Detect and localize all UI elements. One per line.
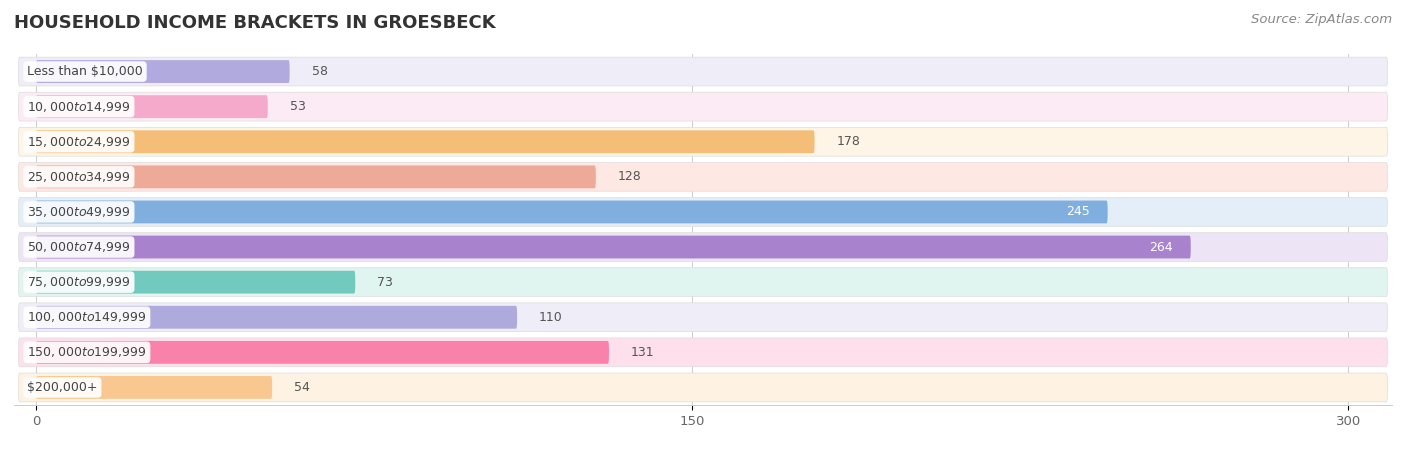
FancyBboxPatch shape (37, 95, 267, 118)
FancyBboxPatch shape (37, 306, 517, 328)
FancyBboxPatch shape (37, 376, 273, 399)
Text: 110: 110 (538, 311, 562, 324)
Text: $10,000 to $14,999: $10,000 to $14,999 (27, 99, 131, 114)
Text: $25,000 to $34,999: $25,000 to $34,999 (27, 170, 131, 184)
FancyBboxPatch shape (18, 338, 1388, 367)
FancyBboxPatch shape (18, 57, 1388, 86)
FancyBboxPatch shape (18, 162, 1388, 191)
FancyBboxPatch shape (37, 236, 1191, 258)
FancyBboxPatch shape (37, 60, 290, 83)
FancyBboxPatch shape (37, 341, 609, 364)
Text: 178: 178 (837, 135, 860, 148)
Text: $100,000 to $149,999: $100,000 to $149,999 (27, 310, 146, 324)
Text: $35,000 to $49,999: $35,000 to $49,999 (27, 205, 131, 219)
FancyBboxPatch shape (37, 201, 1108, 223)
Text: HOUSEHOLD INCOME BRACKETS IN GROESBECK: HOUSEHOLD INCOME BRACKETS IN GROESBECK (14, 14, 496, 32)
FancyBboxPatch shape (18, 92, 1388, 121)
Text: $75,000 to $99,999: $75,000 to $99,999 (27, 275, 131, 289)
Text: 245: 245 (1066, 206, 1090, 218)
FancyBboxPatch shape (37, 166, 596, 188)
FancyBboxPatch shape (18, 373, 1388, 402)
FancyBboxPatch shape (18, 127, 1388, 156)
FancyBboxPatch shape (37, 130, 814, 153)
Text: $200,000+: $200,000+ (27, 381, 97, 394)
FancyBboxPatch shape (18, 198, 1388, 226)
Text: 264: 264 (1150, 241, 1173, 253)
Text: Less than $10,000: Less than $10,000 (27, 65, 143, 78)
Text: 131: 131 (631, 346, 654, 359)
Text: $15,000 to $24,999: $15,000 to $24,999 (27, 135, 131, 149)
Text: 53: 53 (290, 100, 305, 113)
Text: $150,000 to $199,999: $150,000 to $199,999 (27, 345, 146, 360)
Text: 73: 73 (377, 276, 394, 288)
Text: 54: 54 (294, 381, 309, 394)
FancyBboxPatch shape (18, 268, 1388, 297)
FancyBboxPatch shape (18, 233, 1388, 261)
Text: $50,000 to $74,999: $50,000 to $74,999 (27, 240, 131, 254)
Text: 128: 128 (617, 171, 641, 183)
FancyBboxPatch shape (37, 271, 356, 293)
FancyBboxPatch shape (18, 303, 1388, 332)
Text: Source: ZipAtlas.com: Source: ZipAtlas.com (1251, 14, 1392, 27)
Text: 58: 58 (312, 65, 328, 78)
